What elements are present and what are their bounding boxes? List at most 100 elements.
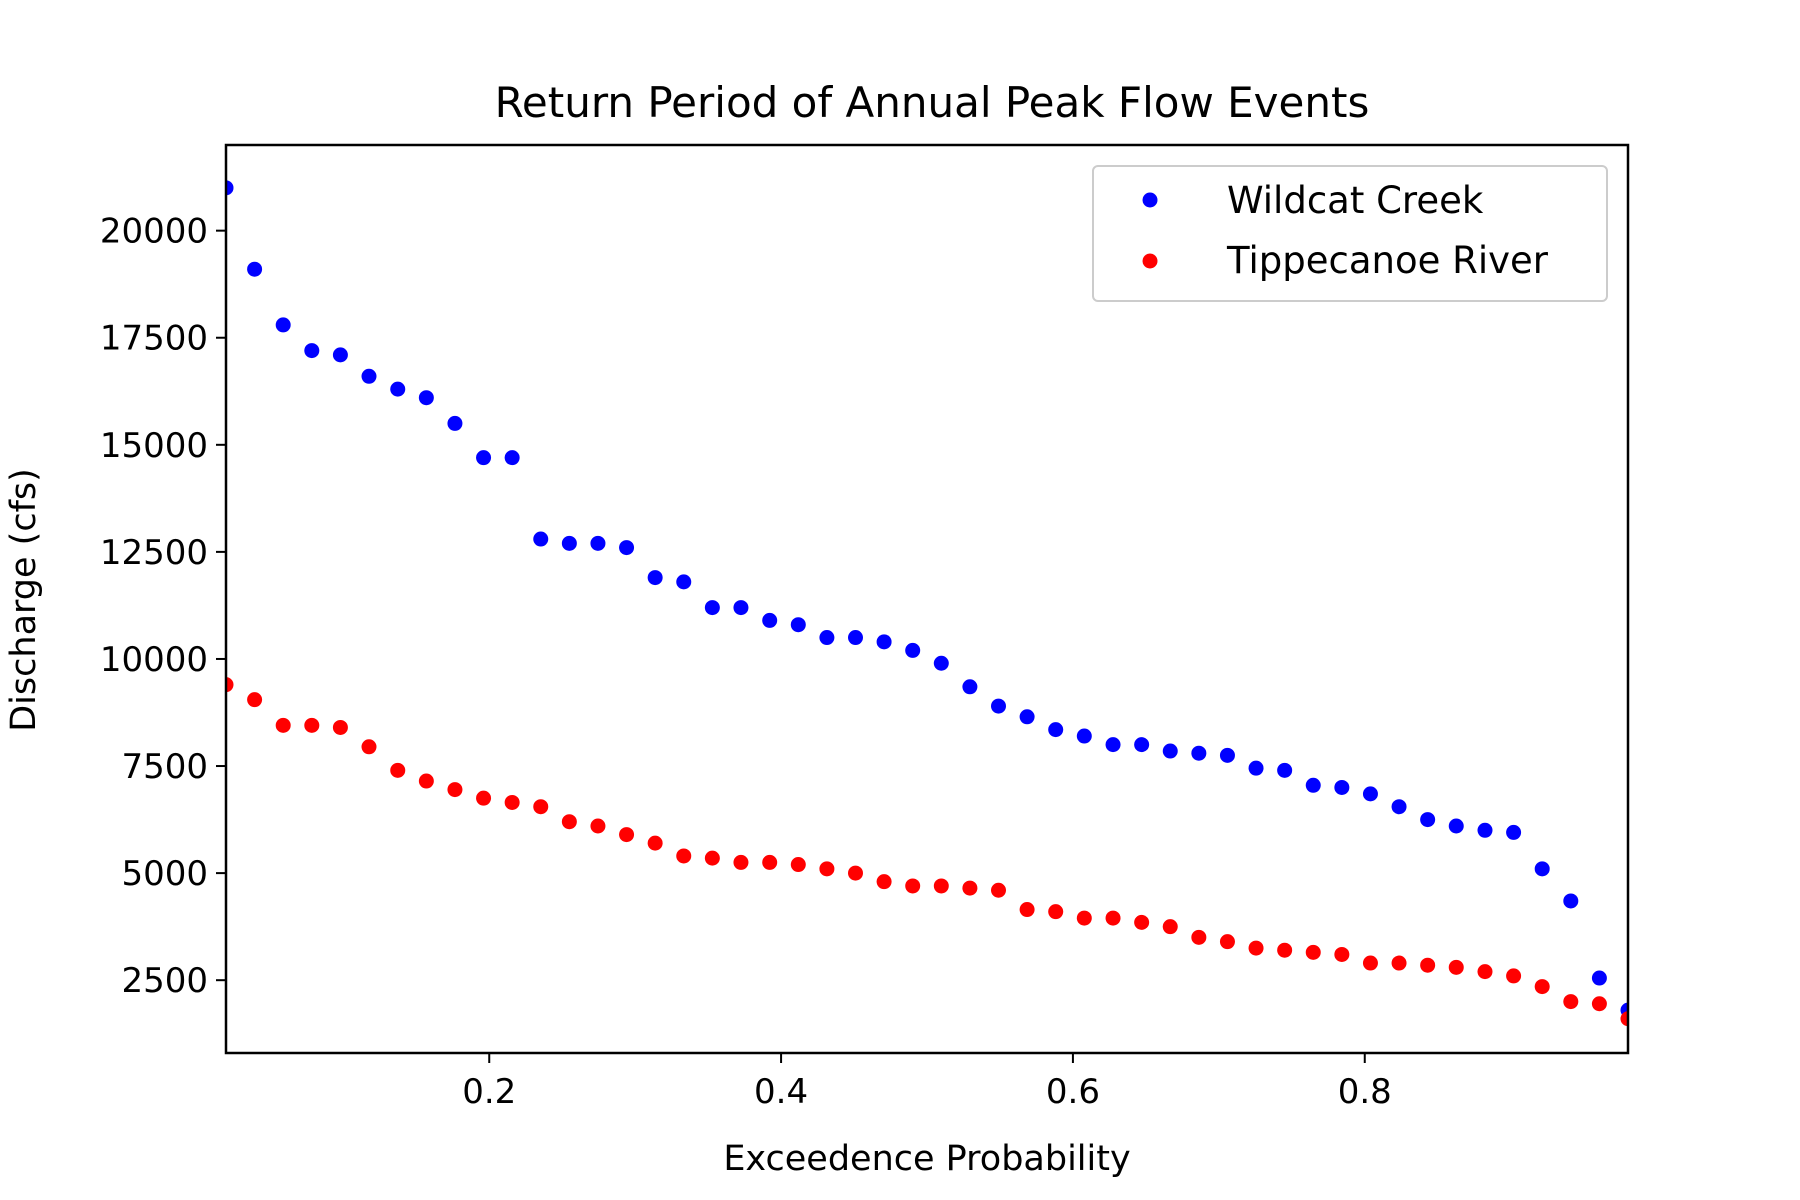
data-point-wildcat-creek bbox=[1248, 760, 1264, 776]
data-point-tippecanoe-river bbox=[1048, 904, 1064, 920]
y-tick-label: 17500 bbox=[100, 319, 208, 359]
data-point-tippecanoe-river bbox=[876, 874, 892, 890]
data-point-tippecanoe-river bbox=[1420, 957, 1436, 973]
data-point-tippecanoe-river bbox=[647, 835, 663, 851]
data-point-wildcat-creek bbox=[676, 574, 692, 590]
data-point-tippecanoe-river bbox=[762, 854, 778, 870]
data-point-wildcat-creek bbox=[1219, 747, 1235, 763]
data-point-tippecanoe-river bbox=[619, 827, 635, 843]
data-point-tippecanoe-river bbox=[1162, 919, 1178, 935]
data-point-wildcat-creek bbox=[361, 368, 377, 384]
data-point-tippecanoe-river bbox=[504, 794, 520, 810]
data-point-wildcat-creek bbox=[1334, 779, 1350, 795]
data-point-tippecanoe-river bbox=[1591, 996, 1607, 1012]
y-tick-label: 20000 bbox=[100, 212, 208, 252]
data-point-wildcat-creek bbox=[1420, 812, 1436, 828]
data-point-tippecanoe-river bbox=[275, 717, 291, 733]
data-point-wildcat-creek bbox=[1162, 743, 1178, 759]
x-tick-label: 0.6 bbox=[1046, 1072, 1100, 1112]
data-point-wildcat-creek bbox=[590, 535, 606, 551]
x-tick-label: 0.8 bbox=[1338, 1072, 1392, 1112]
data-point-tippecanoe-river bbox=[1448, 959, 1464, 975]
data-point-tippecanoe-river bbox=[991, 882, 1007, 898]
data-point-tippecanoe-river bbox=[590, 818, 606, 834]
data-point-wildcat-creek bbox=[1048, 722, 1064, 738]
data-point-wildcat-creek bbox=[1477, 822, 1493, 838]
data-point-wildcat-creek bbox=[226, 180, 234, 196]
y-tick-label: 2500 bbox=[121, 961, 208, 1001]
data-point-tippecanoe-river bbox=[676, 848, 692, 864]
data-point-wildcat-creek bbox=[847, 630, 863, 646]
x-axis-label: Exceedence Probability bbox=[723, 1139, 1130, 1179]
data-point-tippecanoe-river bbox=[819, 861, 835, 877]
data-point-tippecanoe-river bbox=[1506, 968, 1522, 984]
data-point-wildcat-creek bbox=[247, 261, 263, 277]
data-point-tippecanoe-river bbox=[1534, 979, 1550, 995]
data-point-wildcat-creek bbox=[275, 317, 291, 333]
data-point-wildcat-creek bbox=[1019, 709, 1035, 725]
data-point-tippecanoe-river bbox=[1105, 910, 1121, 926]
data-point-tippecanoe-river bbox=[1191, 929, 1207, 945]
data-point-wildcat-creek bbox=[1391, 799, 1407, 815]
data-point-wildcat-creek bbox=[1534, 861, 1550, 877]
data-point-wildcat-creek bbox=[1362, 786, 1378, 802]
data-point-tippecanoe-river bbox=[390, 762, 406, 778]
data-point-tippecanoe-river bbox=[1620, 1011, 1628, 1027]
data-point-tippecanoe-river bbox=[704, 850, 720, 866]
legend-marker-tippecanoe-river bbox=[1142, 253, 1158, 269]
y-tick-label: 5000 bbox=[121, 854, 208, 894]
data-point-wildcat-creek bbox=[933, 655, 949, 671]
legend-label-wildcat-creek: Wildcat Creek bbox=[1227, 179, 1484, 222]
data-point-tippecanoe-river bbox=[1391, 955, 1407, 971]
data-point-wildcat-creek bbox=[962, 679, 978, 695]
data-point-wildcat-creek bbox=[1448, 818, 1464, 834]
data-point-wildcat-creek bbox=[447, 415, 463, 431]
data-point-tippecanoe-river bbox=[561, 814, 577, 830]
data-point-wildcat-creek bbox=[790, 617, 806, 633]
data-point-wildcat-creek bbox=[418, 390, 434, 406]
legend-label-tippecanoe-river: Tippecanoe River bbox=[1226, 239, 1549, 282]
data-point-tippecanoe-river bbox=[1134, 914, 1150, 930]
y-tick-label: 7500 bbox=[121, 747, 208, 787]
data-point-tippecanoe-river bbox=[1076, 910, 1092, 926]
data-point-wildcat-creek bbox=[332, 347, 348, 363]
data-point-tippecanoe-river bbox=[1305, 944, 1321, 960]
y-tick-label: 12500 bbox=[100, 533, 208, 573]
data-point-wildcat-creek bbox=[1076, 728, 1092, 744]
data-point-tippecanoe-river bbox=[933, 878, 949, 894]
data-point-wildcat-creek bbox=[991, 698, 1007, 714]
y-axis-label: Discharge (cfs) bbox=[4, 468, 44, 732]
data-point-tippecanoe-river bbox=[847, 865, 863, 881]
data-point-tippecanoe-river bbox=[332, 719, 348, 735]
data-point-tippecanoe-river bbox=[304, 717, 320, 733]
data-point-tippecanoe-river bbox=[418, 773, 434, 789]
data-point-wildcat-creek bbox=[876, 634, 892, 650]
data-point-wildcat-creek bbox=[1563, 893, 1579, 909]
plot-frame bbox=[224, 143, 1630, 1055]
data-point-wildcat-creek bbox=[762, 612, 778, 628]
data-point-wildcat-creek bbox=[304, 343, 320, 359]
data-point-wildcat-creek bbox=[647, 570, 663, 586]
data-point-tippecanoe-river bbox=[247, 692, 263, 708]
data-point-tippecanoe-river bbox=[1219, 934, 1235, 950]
data-point-wildcat-creek bbox=[1506, 824, 1522, 840]
data-point-wildcat-creek bbox=[390, 381, 406, 397]
legend-box bbox=[1092, 165, 1608, 302]
data-point-tippecanoe-river bbox=[1362, 955, 1378, 971]
chart-title: Return Period of Annual Peak Flow Events bbox=[495, 78, 1370, 127]
data-point-wildcat-creek bbox=[905, 642, 921, 658]
data-point-tippecanoe-river bbox=[533, 799, 549, 815]
data-point-tippecanoe-river bbox=[476, 790, 492, 806]
y-axis-ticks: 2500 5000 7500 10000 12500 15000 17500 20000 bbox=[100, 212, 226, 1001]
data-point-wildcat-creek bbox=[1305, 777, 1321, 793]
data-point-wildcat-creek bbox=[733, 600, 749, 616]
data-point-tippecanoe-river bbox=[905, 878, 921, 894]
data-point-tippecanoe-river bbox=[1334, 946, 1350, 962]
data-points bbox=[226, 180, 1628, 1027]
data-point-tippecanoe-river bbox=[1477, 964, 1493, 980]
y-tick-label: 15000 bbox=[100, 426, 208, 466]
data-point-wildcat-creek bbox=[704, 600, 720, 616]
data-point-tippecanoe-river bbox=[1248, 940, 1264, 956]
data-point-wildcat-creek bbox=[1105, 737, 1121, 753]
x-axis-ticks: 0.2 0.4 0.6 0.8 bbox=[462, 1053, 1392, 1112]
